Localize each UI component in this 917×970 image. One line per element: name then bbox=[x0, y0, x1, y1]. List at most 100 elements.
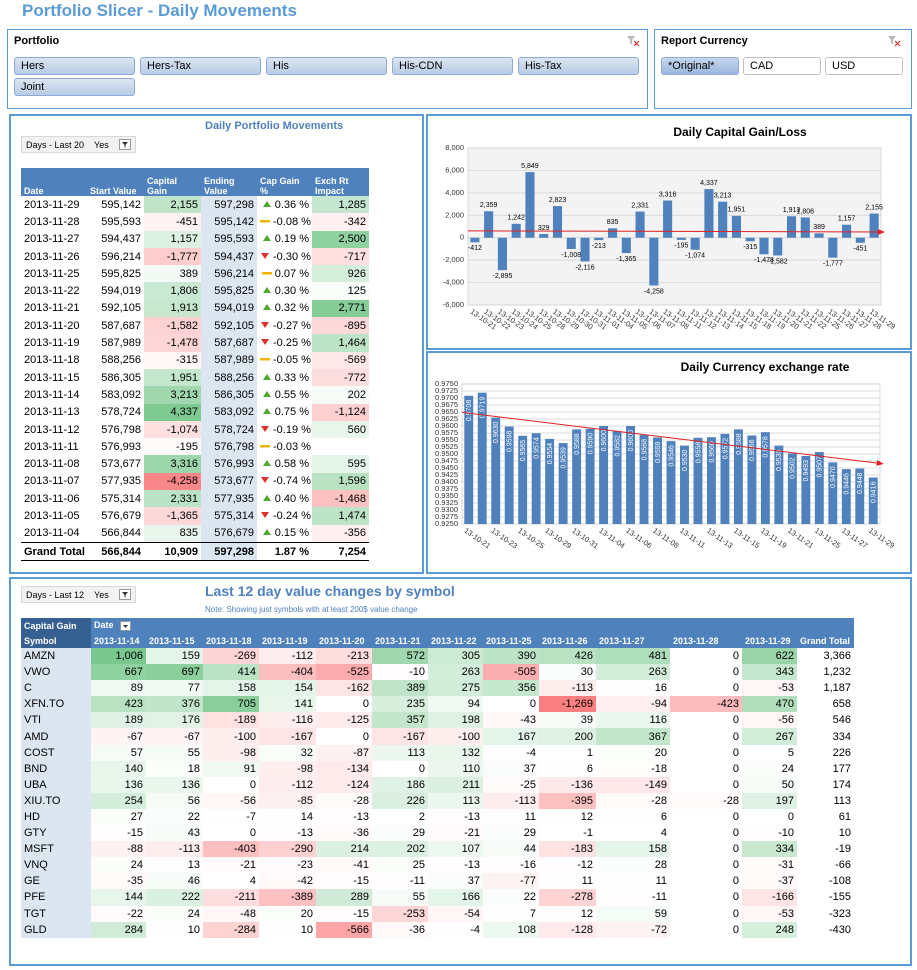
filter-icon[interactable] bbox=[118, 589, 131, 600]
cell-value: -0.25 % bbox=[273, 337, 311, 350]
bar bbox=[585, 428, 595, 524]
slicer-button[interactable]: *Original* bbox=[661, 57, 739, 75]
x-tick-label: 13-11-27 bbox=[840, 526, 869, 550]
table-cell: 3,213 bbox=[144, 386, 201, 404]
table-cell: 46 bbox=[146, 873, 203, 890]
table-row: 2013-11-06 575,314 2,331 577,935 0.40 % -1,46… bbox=[21, 490, 369, 508]
trend-icon bbox=[262, 494, 271, 501]
cell-value: 595,825 bbox=[101, 267, 141, 280]
dropdown-icon[interactable] bbox=[119, 620, 131, 631]
date-header: 2013-11-19 bbox=[259, 633, 316, 648]
table-cell: 0 bbox=[732, 907, 739, 920]
cell-value: -0.03 % bbox=[273, 440, 311, 453]
table-cell: 2,771 bbox=[312, 299, 369, 318]
data-label: 0.9719 bbox=[480, 397, 487, 419]
slicer-button[interactable]: USD bbox=[825, 57, 903, 75]
cell-value: 566,844 bbox=[101, 527, 141, 540]
cell-value: 3,213 bbox=[170, 388, 198, 401]
bar bbox=[626, 426, 635, 524]
x-tick-label: 13-10-25 bbox=[516, 526, 546, 551]
y-tick-label: 0.9375 bbox=[435, 484, 458, 493]
slicer-button[interactable]: Joint bbox=[14, 78, 135, 96]
table-cell: 0.07 % bbox=[257, 265, 312, 282]
filter-icon[interactable] bbox=[118, 139, 131, 150]
slicer-button[interactable]: Hers bbox=[14, 57, 135, 75]
cell-value: 2013-11-22 bbox=[24, 285, 80, 298]
cell-value: -717 bbox=[343, 250, 366, 263]
table-cell: -451 bbox=[144, 213, 201, 231]
table-cell: 198 bbox=[428, 712, 483, 729]
table-cell: 289 bbox=[316, 889, 372, 906]
date-header: 2013-11-25 bbox=[483, 633, 539, 648]
data-label: 3,213 bbox=[714, 193, 732, 200]
y-tick-label: 0.9425 bbox=[435, 470, 458, 479]
table-cell: 2013-11-26 bbox=[21, 248, 87, 265]
report-filter[interactable]: Days - Last 20 Yes bbox=[21, 136, 136, 153]
y-tick-label: 0 bbox=[460, 233, 464, 242]
table-cell: 2013-11-28 bbox=[21, 213, 87, 230]
clear-filter-icon[interactable] bbox=[887, 35, 901, 47]
table-cell: 89 bbox=[91, 680, 146, 697]
table-cell: 595,593 bbox=[201, 230, 257, 248]
bar bbox=[828, 237, 838, 258]
cell-value: 2013-11-15 bbox=[24, 371, 80, 384]
column-header: Ending Value bbox=[201, 168, 257, 196]
cell-value: 587,989 bbox=[101, 337, 141, 350]
up-arrow bbox=[262, 460, 271, 467]
cell-value: 578,724 bbox=[214, 423, 254, 436]
clear-filter-icon[interactable] bbox=[626, 35, 640, 47]
down-arrow bbox=[261, 252, 269, 259]
symbol-cell: XIU.TO bbox=[21, 792, 91, 809]
header-cell bbox=[670, 618, 742, 633]
table-cell: -403 bbox=[203, 841, 259, 858]
bar bbox=[608, 228, 618, 238]
table-cell: 55 bbox=[146, 744, 203, 761]
bar bbox=[594, 237, 604, 241]
bar bbox=[477, 392, 487, 524]
table-cell: 587,989 bbox=[201, 351, 257, 369]
cell-value: 586,305 bbox=[214, 388, 254, 401]
total-header: Grand Total bbox=[797, 633, 854, 648]
x-tick-label: 13-11-21 bbox=[786, 526, 815, 550]
table-cell: -94 bbox=[596, 696, 670, 713]
table-cell: 2013-11-12 bbox=[21, 421, 87, 438]
bar bbox=[470, 237, 480, 243]
y-tick-label: 0.9650 bbox=[435, 407, 458, 416]
slicer-button[interactable]: His bbox=[266, 57, 387, 75]
symbol-cell: PFE bbox=[21, 889, 91, 906]
column-header: Capital Gain bbox=[144, 168, 201, 196]
cell-value: -1,124 bbox=[334, 406, 366, 419]
slicer-button[interactable]: CAD bbox=[743, 57, 821, 75]
table-cell: -28 bbox=[596, 793, 670, 809]
cell-value: -315 bbox=[175, 354, 198, 367]
table-cell: 125 bbox=[312, 282, 369, 299]
table-cell: 578,724 bbox=[201, 420, 257, 439]
table-cell: 2013-11-21 bbox=[21, 300, 87, 317]
trend-icon bbox=[261, 339, 269, 346]
bar bbox=[552, 206, 563, 238]
slicer-button[interactable]: Hers-Tax bbox=[140, 57, 261, 75]
cell-value: -569 bbox=[343, 354, 366, 367]
table-cell: -100 bbox=[203, 728, 259, 745]
table-cell: -48 bbox=[203, 905, 259, 922]
report-filter[interactable]: Days - Last 12 Yes bbox=[21, 586, 136, 603]
table-cell: -1,074 bbox=[144, 420, 201, 439]
slicer-button[interactable]: His-Tax bbox=[518, 57, 639, 75]
table-row: 2013-11-11 576,993 -195 576,798 -0.03 % bbox=[21, 438, 369, 456]
date-header: 2013-11-28 bbox=[670, 633, 742, 648]
table-cell: -342 bbox=[312, 213, 369, 231]
trend-icon bbox=[262, 408, 271, 415]
table-cell: -43 bbox=[483, 712, 539, 729]
table-cell: -278 bbox=[539, 889, 596, 906]
table-cell: -0.74 % bbox=[257, 473, 312, 490]
table-cell: 159 bbox=[146, 648, 203, 665]
x-tick-label: 13-11-29 bbox=[867, 526, 896, 550]
table-cell: 2013-11-06 bbox=[21, 490, 87, 507]
table-row: 2013-11-07 577,935 -4,258 573,677 -0.74 % 1,5… bbox=[21, 472, 369, 491]
table-row: 2013-11-22 594,019 1,806 595,825 0.30 % 125 bbox=[21, 282, 369, 300]
date-header: 2013-11-18 bbox=[203, 633, 259, 648]
table-cell: 2013-11-27 bbox=[21, 231, 87, 248]
slicer-button[interactable]: His-CDN bbox=[392, 57, 513, 75]
table-cell: 389 bbox=[372, 680, 428, 697]
